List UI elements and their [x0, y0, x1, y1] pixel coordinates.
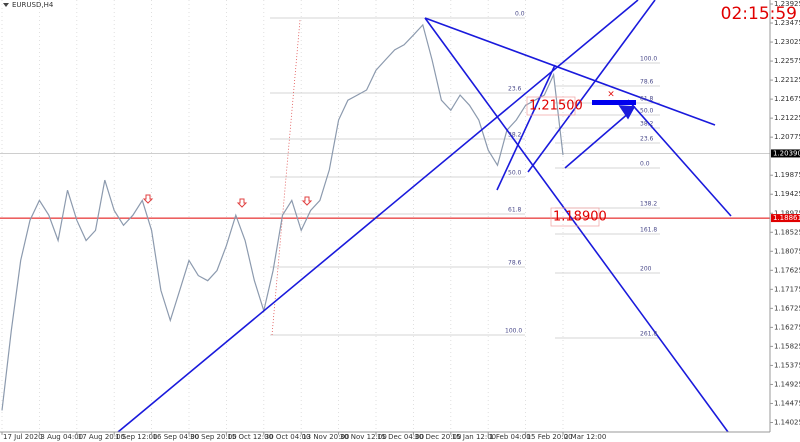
- price-line: [1, 23, 564, 411]
- x-tick-label: 15 Feb 20:00: [527, 433, 573, 441]
- x-tick-label: 1 Feb 04:00: [489, 433, 530, 441]
- trend-lines: [117, 0, 732, 433]
- annotation-box: [550, 207, 600, 227]
- y-tick-label: 1.18975: [774, 209, 800, 217]
- y-tick-label: 1.23025: [774, 38, 800, 46]
- annotation-box: [526, 96, 576, 116]
- fib-label: 0.0: [515, 11, 525, 18]
- y-tick-label: 1.14025: [774, 418, 800, 426]
- x-tick-label: 15 Dec 04:00: [377, 433, 424, 441]
- x-tick-label: 17 Aug 20:00: [78, 433, 125, 441]
- plot-area: [0, 23, 770, 411]
- y-tick-label: 1.21675: [774, 95, 800, 103]
- fib-label: 78.6: [508, 260, 522, 267]
- x-tick-label: 30 Oct 04:00: [265, 433, 311, 441]
- y-tick-label: 1.16275: [774, 323, 800, 331]
- y-tick-label: 1.18075: [774, 247, 800, 255]
- fib-label: 50.0: [640, 108, 654, 115]
- marker-block: [592, 100, 636, 105]
- fib-labels: 0.0 23.6 38.2 50.0 61.8 78.6 100.0 100.0 78.6 61.…: [505, 11, 657, 338]
- y-tick-label: 1.18525: [774, 228, 800, 236]
- x-tick-label: 16 Sep 04:00: [153, 433, 200, 441]
- y-tick-label: 1.21225: [774, 114, 800, 122]
- x-tick-label: 17 Jul 2020: [3, 433, 43, 441]
- cross-mark: ×: [607, 90, 615, 100]
- y-tick-label: 1.22125: [774, 76, 800, 84]
- fib-label: 200: [640, 266, 652, 273]
- grid: [0, 0, 770, 432]
- fib-label: 61.8: [640, 96, 654, 103]
- fib-label: 23.6: [640, 136, 654, 143]
- chart-title: EURUSD,H4: [12, 1, 54, 9]
- current-price-tag: [771, 149, 800, 158]
- fib-label: 161.8: [640, 227, 657, 234]
- y-tick-label: 1.20775: [774, 133, 800, 141]
- level-label: 1.18861: [773, 214, 800, 222]
- x-tick-label: 30 Dec 20:00: [414, 433, 461, 441]
- fib-label: 100.0: [640, 56, 657, 63]
- x-tick-label: 15 Jan 12:00: [452, 433, 496, 441]
- y-tick-label: 1.19425: [774, 190, 800, 198]
- fib-label: 50.0: [508, 170, 522, 177]
- annotation: 1.21500: [529, 99, 583, 114]
- menu-icon: [3, 3, 9, 7]
- x-tick-label: 2 Mar 12:00: [564, 433, 606, 441]
- y-tick-label: 1.22575: [774, 57, 800, 65]
- y-tick-label: 1.14925: [774, 380, 800, 388]
- y-tick-label: 1.19875: [774, 171, 800, 179]
- fib-label: 0.0: [640, 161, 650, 168]
- fib-label: 100.0: [505, 328, 522, 335]
- y-tick-label: 1.16725: [774, 304, 800, 312]
- x-tick-label: 30 Sep 20:00: [190, 433, 237, 441]
- y-tick-label: 1.23925: [774, 0, 800, 8]
- x-tick-label: 3 Aug 04:00: [40, 433, 83, 441]
- fib-label: 78.6: [640, 79, 654, 86]
- x-tick-label: 13 Nov 20:00: [302, 433, 349, 441]
- annotation: 1.18900: [553, 210, 607, 225]
- y-tick-label: 1.15375: [774, 361, 800, 369]
- clock: 02:15:59: [721, 4, 797, 24]
- x-tick-label: 1 Sep 12:00: [115, 433, 157, 441]
- x-tick-label: 30 Nov 12:00: [340, 433, 387, 441]
- fib-label: 38.2: [508, 132, 522, 139]
- y-tick-label: 1.17625: [774, 266, 800, 274]
- fib-label: 138.2: [640, 201, 657, 208]
- signal-arrows: [142, 194, 313, 208]
- fib-label: 61.8: [508, 207, 522, 214]
- fib-label: 23.6: [508, 86, 522, 93]
- y-tick-label: 1.15825: [774, 342, 800, 350]
- y-tick-label: 1.17175: [774, 285, 800, 293]
- x-tick-label: 15 Oct 12:00: [227, 433, 273, 441]
- fib-label: 38.2: [640, 121, 654, 128]
- y-tick-label: 1.14475: [774, 399, 800, 407]
- level-tag: [771, 214, 800, 223]
- fib-label: 261.8: [640, 331, 657, 338]
- current-price-label: 1.20390: [773, 149, 800, 157]
- y-tick-label: 1.23475: [774, 19, 800, 27]
